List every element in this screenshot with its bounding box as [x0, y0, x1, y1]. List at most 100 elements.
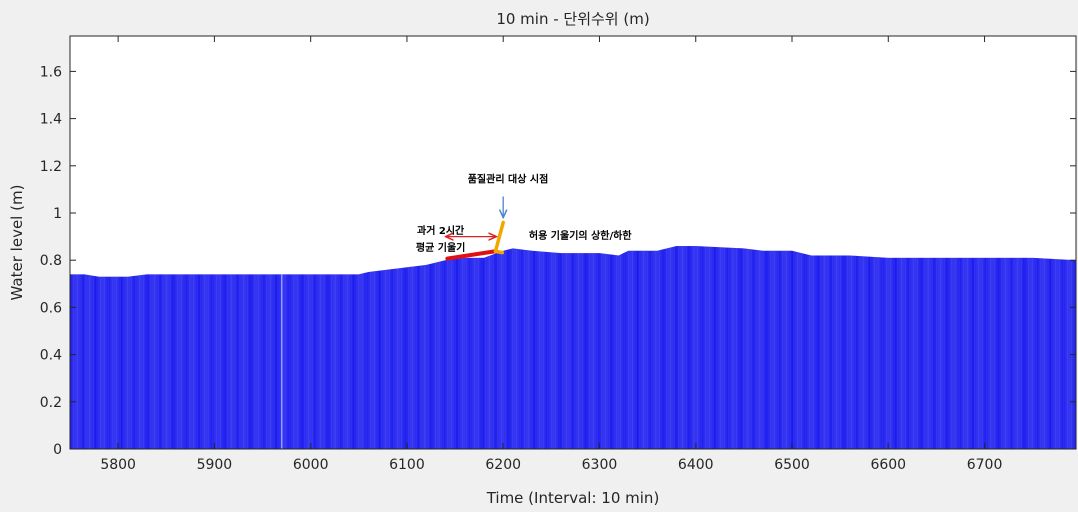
- bar-6288: [587, 253, 589, 449]
- bar-5859: [174, 274, 176, 449]
- bar-6008: [317, 274, 319, 449]
- bar-6571: [859, 256, 861, 449]
- bar-6177: [480, 257, 482, 449]
- bar-6476: [768, 250, 770, 449]
- bar-5887: [201, 274, 203, 449]
- bar-5919: [232, 274, 234, 449]
- y-tick-label-0: 0: [53, 442, 62, 458]
- bar-6023: [332, 274, 334, 449]
- y-tick-label-1.2: 1.2: [40, 159, 62, 175]
- bar-6327: [624, 252, 626, 449]
- bar-6016: [325, 274, 327, 449]
- bar-6772: [1053, 258, 1055, 449]
- bar-5936: [248, 274, 250, 449]
- bar-6279: [578, 253, 580, 449]
- bar-5913: [226, 274, 228, 449]
- bar-6716: [999, 257, 1001, 449]
- bar-5937: [249, 274, 251, 449]
- bar-6544: [833, 255, 835, 449]
- bar-6284: [583, 253, 585, 449]
- bar-6165: [469, 257, 470, 449]
- bar-6147: [451, 259, 453, 449]
- bar-6224: [525, 250, 527, 449]
- annotation-marks: [445, 196, 503, 261]
- bar-6529: [819, 255, 821, 449]
- bar-6639: [925, 257, 927, 449]
- bar-5868: [183, 274, 185, 449]
- bar-6387: [682, 246, 684, 449]
- bar-6363: [659, 250, 661, 449]
- bar-6579: [867, 256, 869, 449]
- bar-6041: [349, 274, 351, 449]
- bar-5845: [160, 274, 162, 449]
- bar-5829: [145, 274, 147, 449]
- annotation-past-window: 과거 2시간: [417, 224, 465, 237]
- bar-6627: [913, 257, 915, 449]
- bar-6040: [348, 274, 350, 449]
- bar-6257: [557, 252, 559, 449]
- bar-6611: [898, 257, 900, 449]
- bar-6484: [776, 250, 778, 449]
- bar-6499: [790, 250, 792, 449]
- bar-6328: [625, 251, 627, 449]
- bar-5929: [241, 274, 243, 449]
- bar-6489: [780, 250, 782, 449]
- bar-6713: [996, 257, 998, 449]
- bar-6565: [854, 255, 856, 449]
- bar-6305: [603, 253, 605, 449]
- bar-6197: [499, 251, 501, 449]
- bar-5769: [87, 274, 89, 449]
- bar-6225: [526, 250, 528, 449]
- bar-5756: [75, 274, 77, 449]
- y-axis-title: Water level (m): [8, 185, 26, 301]
- bar-6240: [541, 251, 543, 449]
- bar-5879: [193, 274, 195, 449]
- bar-6219: [521, 249, 522, 449]
- bar-6117: [422, 265, 424, 449]
- bar-5816: [133, 276, 135, 449]
- bar-5891: [205, 274, 207, 449]
- annotation-target-point: 품질관리 대상 시점: [468, 172, 549, 185]
- bar-6449: [742, 248, 744, 449]
- bar-5939: [251, 274, 253, 449]
- bar-6439: [732, 247, 734, 449]
- bar-6372: [668, 247, 670, 449]
- bar-6124: [429, 263, 431, 449]
- bar-6420: [714, 246, 716, 449]
- bar-6729: [1011, 257, 1013, 449]
- bar-6228: [529, 250, 531, 449]
- bar-6701: [985, 257, 986, 449]
- bar-6245: [546, 251, 547, 449]
- bar-6293: [592, 253, 594, 449]
- bar-6677: [961, 257, 963, 449]
- bar-6153: [457, 258, 459, 449]
- avg-slope-line: [445, 249, 498, 261]
- bar-6125: [430, 263, 432, 449]
- bar-6359: [655, 250, 657, 449]
- x-tick-label-5800: 5800: [100, 457, 136, 473]
- bar-6360: [656, 250, 658, 449]
- bar-6376: [672, 246, 674, 449]
- bar-6615: [902, 257, 904, 449]
- bar-5771: [89, 275, 91, 449]
- bar-5795: [112, 276, 114, 449]
- bar-5779: [97, 276, 99, 449]
- bar-6277: [576, 253, 578, 449]
- bar-6444: [737, 248, 739, 449]
- bar-6289: [588, 253, 590, 449]
- bar-6381: [676, 246, 678, 449]
- bar-5824: [140, 275, 142, 449]
- bar-6525: [815, 255, 817, 449]
- bar-6176: [479, 257, 481, 449]
- bar-6780: [1061, 259, 1063, 449]
- bar-6191: [494, 253, 496, 449]
- bar-5977: [288, 274, 290, 449]
- bar-5860: [175, 274, 177, 449]
- bar-5915: [228, 274, 230, 449]
- bar-6537: [827, 255, 829, 449]
- bar-6312: [610, 254, 612, 449]
- bar-6267: [567, 253, 569, 449]
- bar-6025: [334, 274, 336, 449]
- bar-6413: [707, 246, 709, 449]
- bar-6341: [638, 250, 640, 449]
